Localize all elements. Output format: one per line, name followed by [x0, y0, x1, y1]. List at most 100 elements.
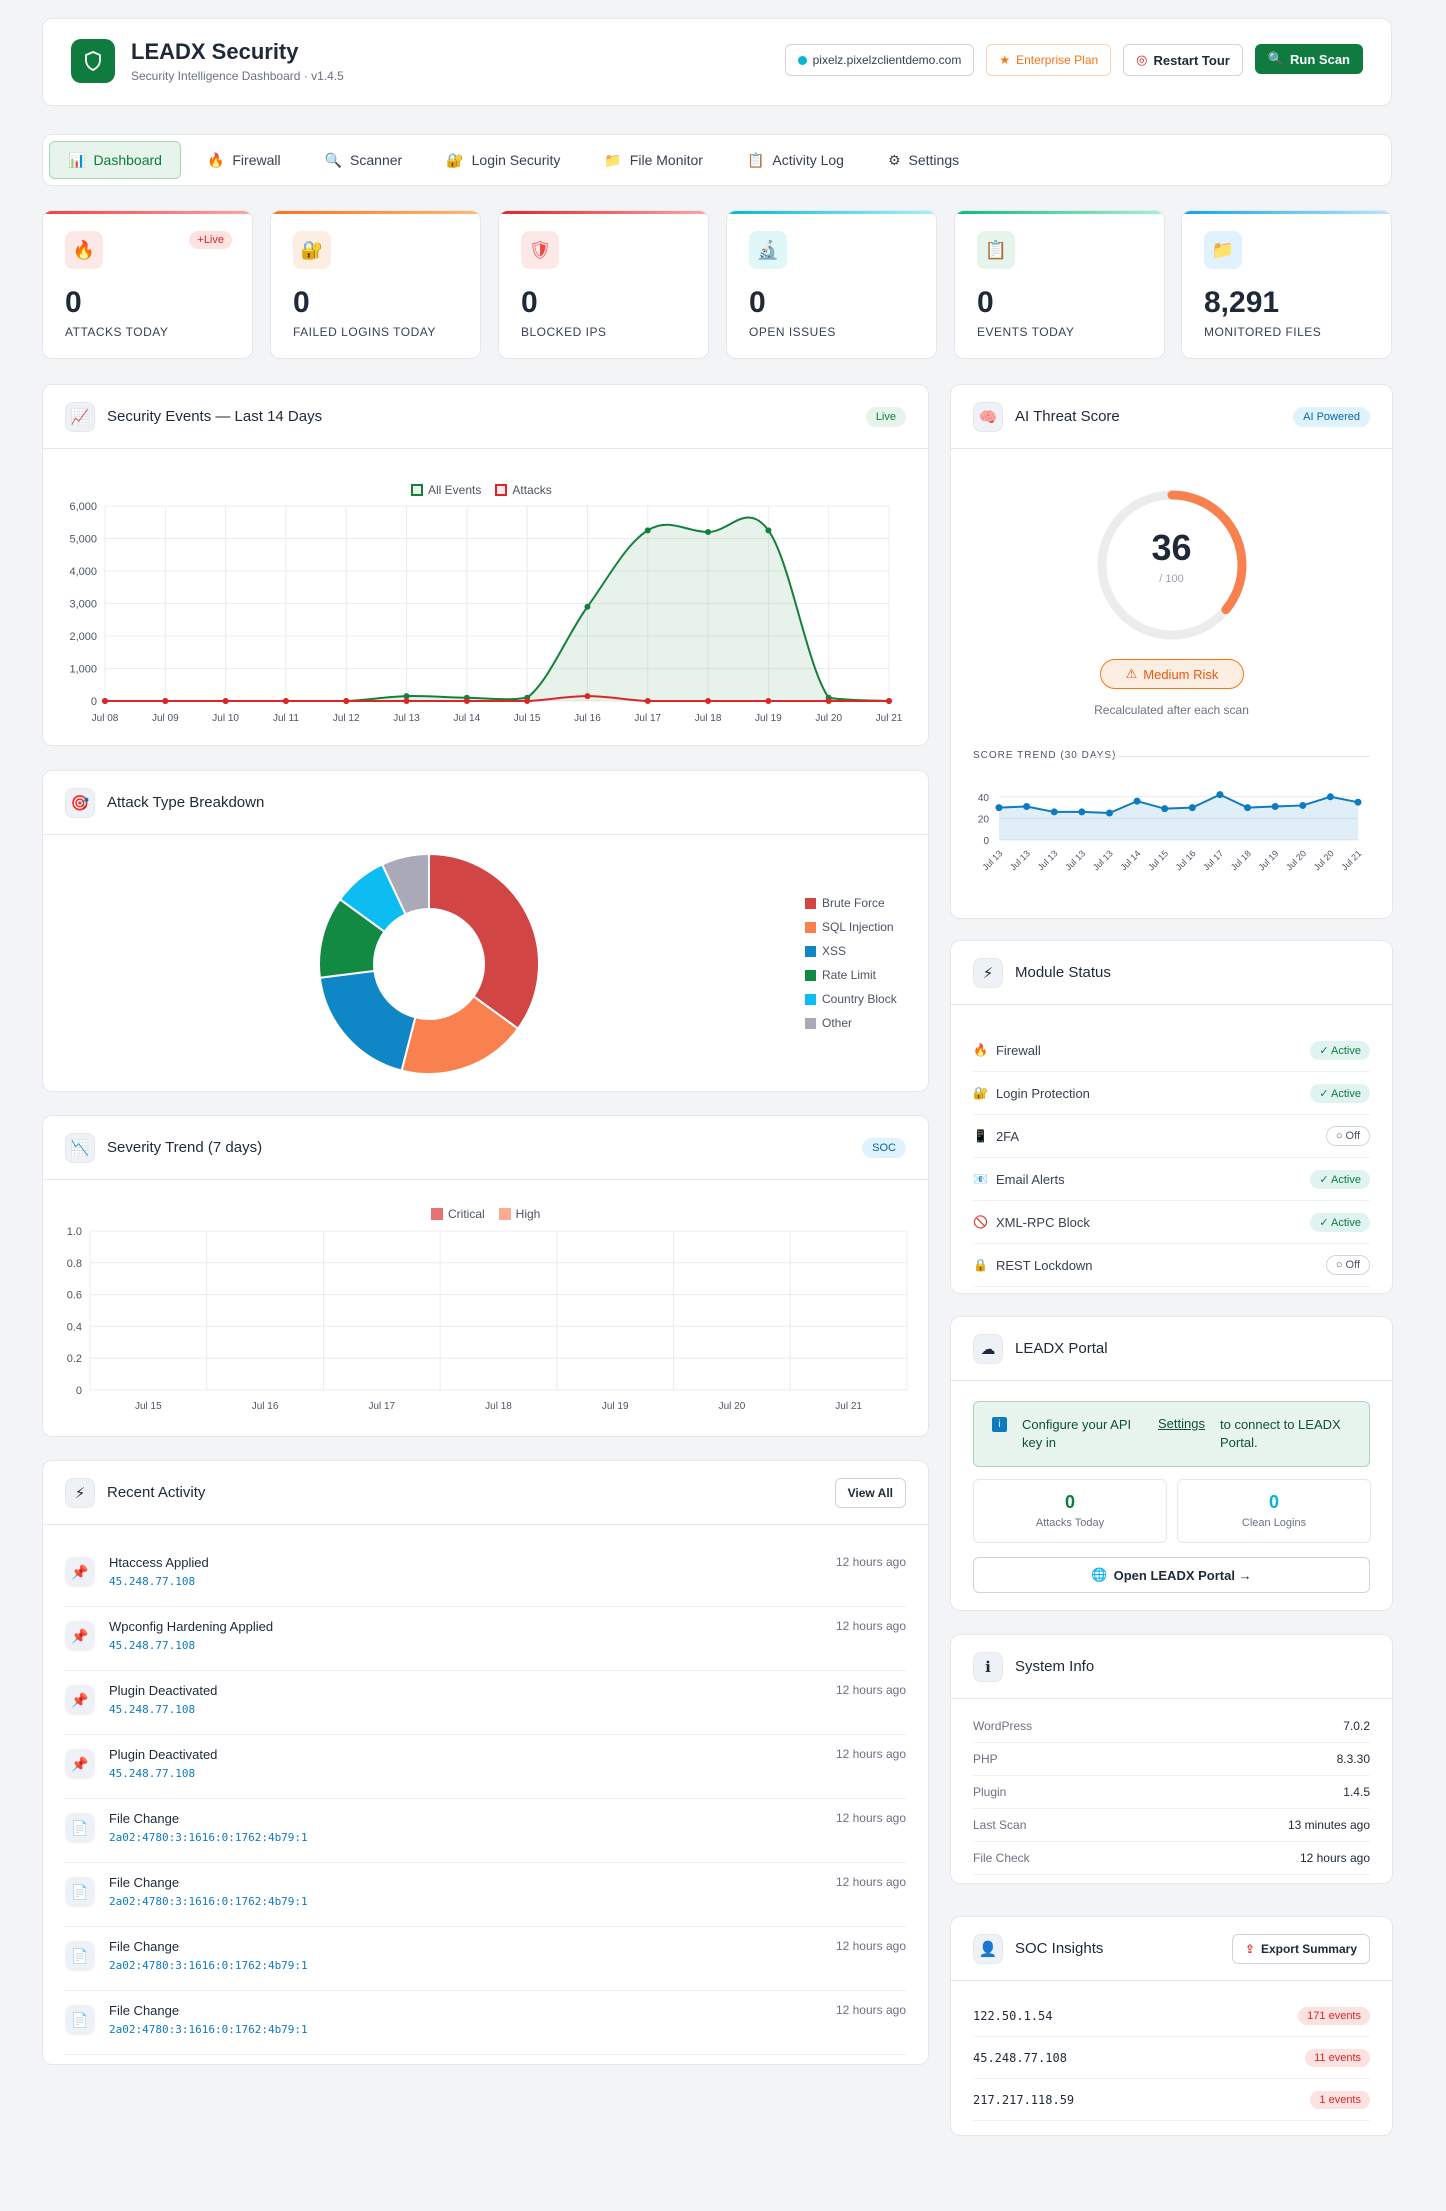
soc-ip-row[interactable]: 217.217.118.59 1 events — [973, 2079, 1370, 2121]
stat-value: 0 — [521, 286, 538, 319]
activity-time: 12 hours ago — [835, 2003, 906, 2017]
search-icon: 🔍 — [324, 151, 343, 168]
export-summary-button[interactable]: ⇪ Export Summary — [1231, 1933, 1370, 1964]
star-icon: ★ — [999, 53, 1011, 67]
module-status-badge[interactable]: ✓ Active — [1310, 1169, 1370, 1189]
activity-item[interactable]: 📄 File Change 2a02:4780:3:1616:0:1762:4b79… — [65, 1863, 906, 1927]
data-point — [524, 698, 531, 704]
severity-trend-chart: 0 0.2 0.4 0.6 0.8 1.0 Jul 15 Jul 16 Jul 17 Jul 18… — [67, 1226, 908, 1412]
y-tick-label: 0 — [983, 836, 989, 847]
plan-badge[interactable]: ★ Enterprise Plan — [986, 44, 1112, 76]
module-status-badge[interactable]: ○ Off — [1325, 1126, 1370, 1146]
stat-accent-bar — [1182, 211, 1391, 214]
tab-label: File Monitor — [629, 152, 703, 168]
portal-attacks-stat: 0 Attacks Today — [973, 1479, 1167, 1543]
x-tick-label: Jul 19 — [755, 713, 782, 724]
module-status-badge[interactable]: ○ Off — [1325, 1255, 1370, 1275]
data-point — [705, 529, 712, 535]
view-all-button[interactable]: View All — [834, 1477, 906, 1508]
module-icon: 🔒 — [973, 1258, 988, 1272]
stat-value: 8,291 — [1204, 286, 1280, 319]
module-name: XML-RPC Block — [995, 1214, 1090, 1230]
activity-detail: 45.248.77.108 — [109, 1767, 196, 1780]
activity-item[interactable]: 📌 Htaccess Applied 45.248.77.108 12 hours a… — [65, 1543, 906, 1607]
stat-accent-bar — [271, 211, 480, 214]
lock-icon: 🔐 — [446, 151, 464, 168]
legend-item[interactable]: Country Block — [805, 987, 897, 1011]
tab-label: Activity Log — [772, 152, 844, 168]
activity-item[interactable]: 📄 File Change 2a02:4780:3:1616:0:1762:4b79… — [65, 1799, 906, 1863]
sys-value: 13 minutes ago — [1287, 1818, 1370, 1832]
card-title: SOC Insights — [1015, 1940, 1104, 1957]
module-row: 🔥 Firewall ✓ Active — [973, 1029, 1370, 1072]
attack-legend: Brute Force SQL Injection XSS Rate Limit Cou… — [805, 891, 897, 1035]
legend-high[interactable]: High — [498, 1207, 540, 1221]
legend-item[interactable]: Other — [805, 1011, 897, 1035]
x-tick-label: Jul 20 — [815, 713, 842, 724]
module-name: Login Protection — [995, 1085, 1090, 1101]
tab-scanner[interactable]: 🔍 Scanner — [307, 141, 421, 179]
activity-item[interactable]: 📌 Wpconfig Hardening Applied 45.248.77.108… — [65, 1607, 906, 1671]
stat-label: OPEN ISSUES — [749, 325, 836, 339]
y-tick-label: 0 — [91, 696, 97, 708]
pin-icon: 📄 — [65, 1813, 95, 1843]
sys-key: WordPress — [973, 1719, 1033, 1733]
activity-item[interactable]: 📌 Plugin Deactivated 45.248.77.108 12 hours… — [65, 1671, 906, 1735]
run-scan-button[interactable]: 🔍 Run Scan — [1254, 44, 1363, 74]
target-icon: ◎ — [1136, 52, 1148, 67]
module-name: Firewall — [995, 1042, 1041, 1058]
activity-item[interactable]: 📄 File Change 2a02:4780:3:1616:0:1762:4b79… — [65, 1927, 906, 1991]
soc-ip-row[interactable]: 45.248.77.108 11 events — [973, 2037, 1370, 2079]
legend-label: Rate Limit — [822, 968, 877, 982]
tab-dashboard[interactable]: 📊 Dashboard — [49, 141, 181, 179]
module-status-badge[interactable]: ✓ Active — [1310, 1083, 1370, 1103]
lightning-icon: ⚡ — [973, 957, 1003, 988]
module-status-badge[interactable]: ✓ Active — [1310, 1040, 1370, 1060]
data-point — [644, 527, 651, 534]
sys-value: 12 hours ago — [1299, 1851, 1370, 1865]
legend-item[interactable]: Brute Force — [805, 891, 897, 915]
legend-item[interactable]: SQL Injection — [805, 915, 897, 939]
donut-slice — [428, 852, 540, 1031]
warning-icon: ⚠ — [1125, 666, 1138, 681]
x-tick-label: Jul 17 — [634, 713, 661, 724]
status-dot-icon — [797, 55, 807, 65]
tab-firewall[interactable]: 🔥 Firewall — [189, 141, 299, 179]
data-point — [1161, 805, 1169, 813]
activity-time: 12 hours ago — [835, 1747, 906, 1761]
settings-link[interactable]: Settings — [1158, 1416, 1205, 1431]
domain-pill[interactable]: pixelz.pixelzclientdemo.com — [784, 44, 975, 76]
module-status-badge[interactable]: ✓ Active — [1310, 1212, 1370, 1232]
legend-label: SQL Injection — [822, 920, 894, 934]
legend-item[interactable]: XSS — [805, 939, 897, 963]
restart-tour-button[interactable]: ◎ Restart Tour — [1123, 44, 1243, 76]
stat-events-today: 📋 0 EVENTS TODAY — [954, 210, 1165, 359]
stat-accent-bar — [499, 211, 708, 214]
stat-label: Attacks Today — [1035, 1517, 1105, 1529]
sys-info-row: WordPress 7.0.2 — [973, 1710, 1370, 1743]
app-header: LEADX Security Security Intelligence Das… — [42, 18, 1392, 106]
tab-file-monitor[interactable]: 📁 File Monitor — [586, 141, 721, 179]
legend-attacks[interactable]: Attacks — [495, 483, 552, 497]
tab-settings[interactable]: ⚙ Settings — [870, 141, 977, 179]
score-line — [998, 793, 1359, 815]
pin-icon: 📌 — [65, 1621, 95, 1651]
x-tick-label: Jul 20 — [719, 1401, 746, 1412]
tab-login-security[interactable]: 🔐 Login Security — [428, 141, 578, 179]
legend-critical[interactable]: Critical — [431, 1207, 485, 1221]
open-portal-button[interactable]: 🌐 Open LEADX Portal → — [973, 1557, 1370, 1593]
legend-all-events[interactable]: All Events — [411, 483, 481, 497]
activity-title: File Change — [109, 2003, 180, 2018]
soc-ip-row[interactable]: 122.50.1.54 171 events — [973, 1995, 1370, 2037]
pin-icon: 📄 — [65, 1877, 95, 1907]
threat-score-gauge — [1097, 490, 1247, 640]
sys-value: 8.3.30 — [1336, 1752, 1370, 1766]
app-title: LEADX Security — [131, 39, 299, 64]
data-point — [162, 698, 169, 704]
stat-accent-bar — [43, 211, 252, 214]
legend-item[interactable]: Rate Limit — [805, 963, 897, 987]
tab-activity-log[interactable]: 📋 Activity Log — [729, 141, 862, 179]
activity-item[interactable]: 📌 Plugin Deactivated 45.248.77.108 12 hours… — [65, 1735, 906, 1799]
activity-item[interactable]: 📄 File Change 2a02:4780:3:1616:0:1762:4b79… — [65, 1991, 906, 2055]
y-tick-label: 20 — [978, 814, 990, 825]
